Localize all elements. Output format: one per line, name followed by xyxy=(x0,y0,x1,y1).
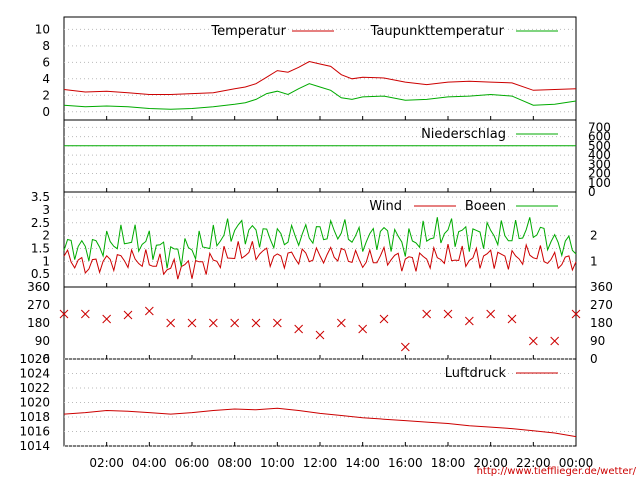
y-tick-label-right: 0 xyxy=(588,185,596,199)
y-tick-label: 3.5 xyxy=(31,190,50,204)
credit-link[interactable]: http://www.tiefflieger.de/wetter/ xyxy=(477,466,637,477)
direction-point xyxy=(123,310,133,320)
y-tick-label: 2.5 xyxy=(31,216,50,230)
y-tick-label: 1018 xyxy=(19,410,50,424)
y-tick-label: 4 xyxy=(42,72,50,86)
direction-point xyxy=(315,330,325,340)
y-tick-label: 360 xyxy=(27,280,50,294)
direction-point xyxy=(208,318,218,328)
direction-point xyxy=(358,324,368,334)
legend-label: Wind xyxy=(369,199,402,214)
y-tick-label-right: 270 xyxy=(590,298,613,312)
series-line xyxy=(63,83,577,110)
y-tick-label: 0 xyxy=(42,105,50,119)
y-tick-label-right: 700 xyxy=(588,120,611,134)
y-tick-label: 270 xyxy=(27,298,50,312)
direction-point xyxy=(80,309,90,319)
x-tick-label: 12:00 xyxy=(303,456,338,470)
y-tick-label: 2 xyxy=(42,88,50,102)
x-tick-label: 18:00 xyxy=(431,456,466,470)
y-tick-label-right: 200 xyxy=(588,167,611,181)
direction-point xyxy=(251,318,261,328)
y-tick-label-right: 400 xyxy=(588,148,611,162)
y-tick-label-right: 360 xyxy=(590,280,613,294)
x-tick-label: 16:00 xyxy=(388,456,423,470)
direction-point xyxy=(528,336,538,346)
y-tick-label: 6 xyxy=(42,55,50,69)
legend-label: Luftdruck xyxy=(445,366,507,381)
direction-point xyxy=(272,318,282,328)
direction-point xyxy=(294,324,304,334)
x-tick-label: 00:00 xyxy=(559,456,594,470)
direction-point xyxy=(422,309,432,319)
direction-point xyxy=(59,309,69,319)
direction-point xyxy=(550,336,560,346)
y-tick-label: 2 xyxy=(42,229,50,243)
y-tick-label: 1024 xyxy=(19,367,50,381)
series-line xyxy=(63,407,577,438)
y-tick-label-right: 1 xyxy=(590,254,598,268)
y-tick-label: 0.5 xyxy=(31,267,50,281)
panel-frame xyxy=(63,286,577,360)
y-tick-label: 1022 xyxy=(19,381,50,395)
y-tick-label: 1020 xyxy=(19,396,50,410)
legend-label: Niederschlag xyxy=(421,127,506,142)
y-tick-label-right: 500 xyxy=(588,139,611,153)
y-tick-label: 1 xyxy=(42,254,50,268)
x-tick-label: 22:00 xyxy=(516,456,551,470)
x-tick-label: 20:00 xyxy=(473,456,508,470)
direction-point xyxy=(464,316,474,326)
direction-point xyxy=(144,306,154,316)
direction-point xyxy=(230,318,240,328)
x-tick-label: 08:00 xyxy=(217,456,252,470)
y-tick-label-right: 2 xyxy=(590,229,598,243)
y-tick-label: 180 xyxy=(27,316,50,330)
direction-point xyxy=(507,314,517,324)
y-tick-label: 1026 xyxy=(19,352,50,366)
direction-point xyxy=(379,314,389,324)
y-tick-label: 8 xyxy=(42,39,50,53)
y-tick-label: 0 xyxy=(42,280,50,294)
direction-point xyxy=(443,309,453,319)
y-tick-label: 3 xyxy=(42,203,50,217)
x-tick-label: 14:00 xyxy=(345,456,380,470)
legend-label: Temperatur xyxy=(210,24,286,39)
x-tick-label: 06:00 xyxy=(175,456,210,470)
y-tick-label-right: 100 xyxy=(588,176,611,190)
y-tick-label-right: 300 xyxy=(588,157,611,171)
series-line xyxy=(63,241,577,280)
x-axis-labels: 02:00 04:00 06:00 08:00 10:00 12:00 14:00 16:00… xyxy=(89,456,593,470)
y-tick-label: 10 xyxy=(35,22,50,36)
y-tick-label: 1016 xyxy=(19,425,50,439)
series-line xyxy=(63,217,577,269)
y-tick-label: 1.5 xyxy=(31,241,50,255)
y-tick-label-right: 180 xyxy=(590,316,613,330)
direction-point xyxy=(400,342,410,352)
y-tick-label: 1014 xyxy=(19,439,50,453)
y-tick-label-right: 600 xyxy=(588,130,611,144)
legend-label: Boeen xyxy=(465,199,506,214)
direction-point xyxy=(486,309,496,319)
panel-temperature: 0 2 4 6 8 10 Temperatur Taupunkttemperatur xyxy=(35,16,577,121)
y-tick-label-right: 90 xyxy=(590,334,605,348)
series-line xyxy=(63,60,577,95)
x-tick-label: 04:00 xyxy=(132,456,167,470)
x-tick-label: 10:00 xyxy=(260,456,295,470)
y-tick-label-right: 0 xyxy=(590,352,598,366)
direction-point xyxy=(187,318,197,328)
direction-point xyxy=(336,318,346,328)
direction-point xyxy=(102,314,112,324)
y-tick-label: 0 xyxy=(42,352,50,366)
y-tick-label: 90 xyxy=(35,334,50,348)
direction-point xyxy=(166,318,176,328)
x-tick-label: 02:00 xyxy=(89,456,124,470)
legend-label: Taupunkttemperatur xyxy=(370,24,505,39)
direction-point xyxy=(571,309,581,319)
